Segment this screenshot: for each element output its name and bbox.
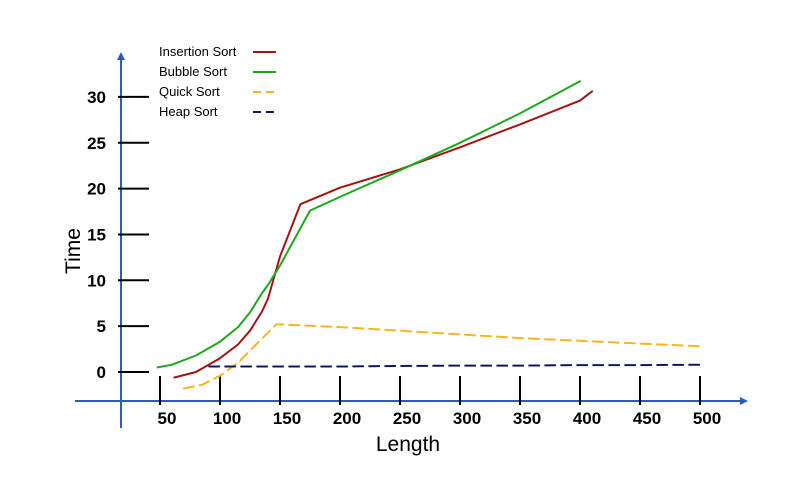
x-tick-label: 100 [213,409,241,428]
series-line-quick-sort [183,323,701,390]
legend-label: Quick Sort [159,84,220,99]
y-tick-label: 25 [87,134,106,153]
y-tick-label: 15 [87,225,106,244]
x-tick-label: 350 [513,409,541,428]
series-lines [156,80,704,390]
x-tick-label: 50 [158,409,177,428]
y-tick-label: 20 [87,180,106,199]
series-line-heap-sort [208,363,704,368]
series-line-insertion-sort [173,90,593,379]
x-axis-title: Length [376,433,440,456]
x-tick-label: 400 [573,409,601,428]
x-tick-label: 150 [273,409,301,428]
legend-label: Insertion Sort [159,44,237,59]
x-tick-label: 250 [393,409,421,428]
x-tick-label: 500 [693,409,721,428]
y-axis-title: Time [62,228,85,274]
legend: Insertion Sort Bubble Sort Quick Sort Heap … [159,44,276,119]
x-tick-label: 300 [453,409,481,428]
y-tick-label: 5 [97,317,106,336]
y-tick-label: 10 [87,271,106,290]
x-tick-label: 200 [333,409,361,428]
y-tick-label: 30 [87,88,106,107]
x-tick-label: 450 [633,409,661,428]
legend-label: Bubble Sort [159,64,227,79]
legend-label: Heap Sort [159,104,218,119]
x-ticks: 50 100 150 200 250 300 350 400 450 500 [158,376,721,428]
y-ticks: 0 5 10 15 20 25 30 [87,88,149,382]
series-line-bubble-sort [156,80,581,369]
y-tick-label: 0 [97,363,106,382]
